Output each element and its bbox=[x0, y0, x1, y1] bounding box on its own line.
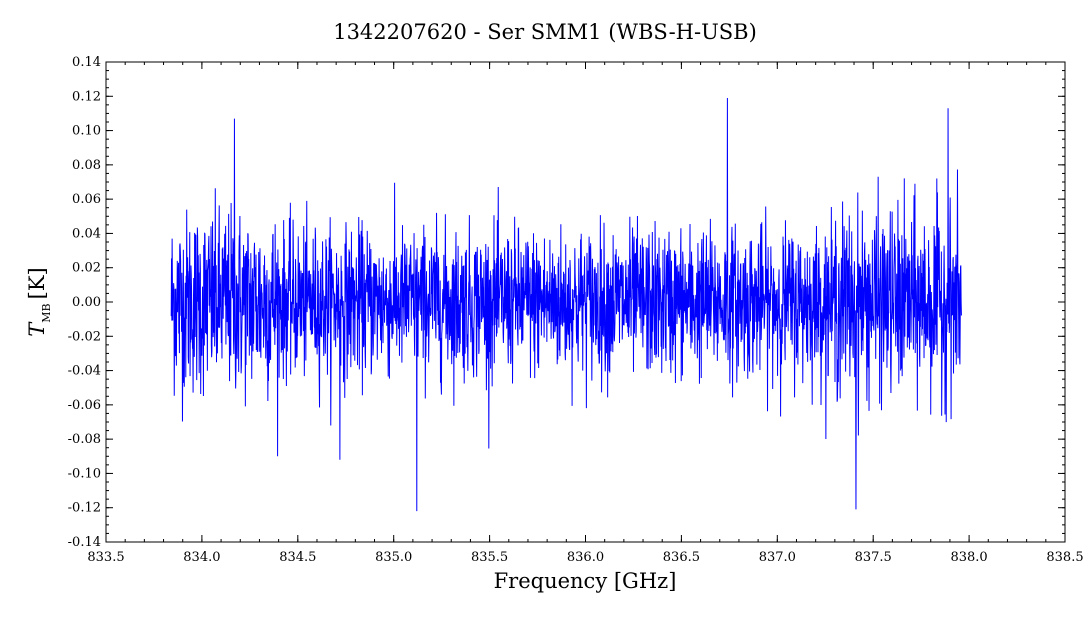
y-tick-label: -0.04 bbox=[68, 364, 101, 379]
x-tick-label: 833.5 bbox=[87, 550, 124, 565]
series-line bbox=[170, 97, 962, 512]
y-axis-symbol: T bbox=[25, 321, 49, 337]
chart-title: 1342207620 - Ser SMM1 (WBS-H-USB) bbox=[333, 20, 757, 44]
y-tick-label: 0.02 bbox=[72, 261, 101, 276]
y-tick-label: 0.06 bbox=[72, 192, 101, 207]
y-tick-label: 0.14 bbox=[72, 55, 101, 70]
y-tick-label: -0.02 bbox=[68, 329, 101, 344]
x-axis-title: Frequency [GHz] bbox=[494, 569, 677, 593]
x-tick-label: 834.0 bbox=[183, 550, 220, 565]
y-tick-label: -0.08 bbox=[68, 432, 101, 447]
x-tick-label: 837.5 bbox=[855, 550, 892, 565]
plot-area: 833.5 834.0 834.5 835.0 835.5 836.0 836.5 837.0… bbox=[68, 55, 1084, 565]
x-tick-label: 838.0 bbox=[950, 550, 987, 565]
y-tick-label: 0.00 bbox=[72, 295, 101, 310]
x-tick-label: 836.0 bbox=[567, 550, 604, 565]
x-tick-label: 835.0 bbox=[375, 550, 412, 565]
y-tick-label: -0.06 bbox=[68, 398, 101, 413]
x-tick-label: 834.5 bbox=[279, 550, 316, 565]
y-tick-label: -0.12 bbox=[68, 501, 101, 516]
x-tick-label: 835.5 bbox=[471, 550, 508, 565]
y-axis-title: TMB [K] bbox=[25, 267, 53, 336]
svg-text:TMB[K]: TMB [K] bbox=[25, 267, 53, 336]
y-axis-subscript: MB bbox=[40, 303, 53, 322]
y-tick-label: -0.10 bbox=[68, 466, 101, 481]
x-tick-label: 838.5 bbox=[1046, 550, 1083, 565]
y-tick-label: 0.10 bbox=[72, 124, 101, 139]
y-tick-label: -0.14 bbox=[68, 535, 101, 550]
x-axis-ticks: 833.5 834.0 834.5 835.0 835.5 836.0 836.5 837.0… bbox=[87, 62, 1084, 565]
x-tick-label: 836.5 bbox=[663, 550, 700, 565]
x-tick-label: 837.0 bbox=[759, 550, 796, 565]
y-tick-label: 0.08 bbox=[72, 158, 101, 173]
y-axis-ticks: 0.14 0.12 0.10 0.08 0.06 0.04 0.02 0.00 -0.02 -0.… bbox=[68, 55, 1065, 550]
y-tick-label: 0.12 bbox=[72, 89, 101, 104]
y-axis-unit: [K] bbox=[25, 267, 49, 299]
y-tick-label: 0.04 bbox=[72, 226, 101, 241]
